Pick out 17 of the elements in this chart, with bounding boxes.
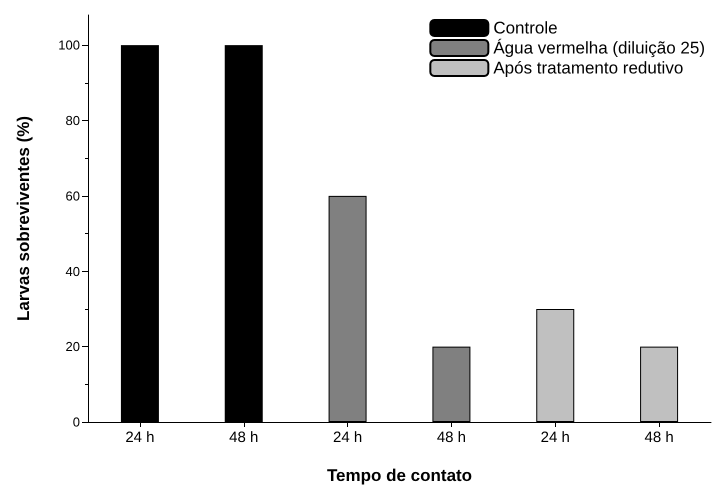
y-tick-label: 100 bbox=[58, 38, 80, 53]
x-tick-label: 48 h bbox=[229, 429, 258, 446]
x-tick-label: 24 h bbox=[332, 429, 362, 446]
y-tick-label: 0 bbox=[72, 414, 80, 430]
x-axis-title: Tempo de contato bbox=[326, 466, 472, 485]
y-tick-label: 40 bbox=[66, 264, 80, 279]
legend-label: Após tratamento redutivo bbox=[493, 58, 684, 78]
x-tick-label: 24 h bbox=[540, 429, 570, 446]
y-tick-label: 60 bbox=[66, 188, 80, 204]
legend-label: Água vermelha (diluição 25) bbox=[493, 38, 705, 58]
y-tick-label: 80 bbox=[66, 113, 80, 128]
x-tick-label: 48 h bbox=[644, 429, 674, 446]
y-tick-label: 20 bbox=[66, 339, 80, 354]
y-axis-title: Larvas sobreviventes (%) bbox=[14, 116, 33, 322]
legend-label: Controle bbox=[493, 18, 558, 38]
x-tick-label: 48 h bbox=[436, 429, 466, 446]
x-tick-label: 24 h bbox=[125, 429, 155, 446]
